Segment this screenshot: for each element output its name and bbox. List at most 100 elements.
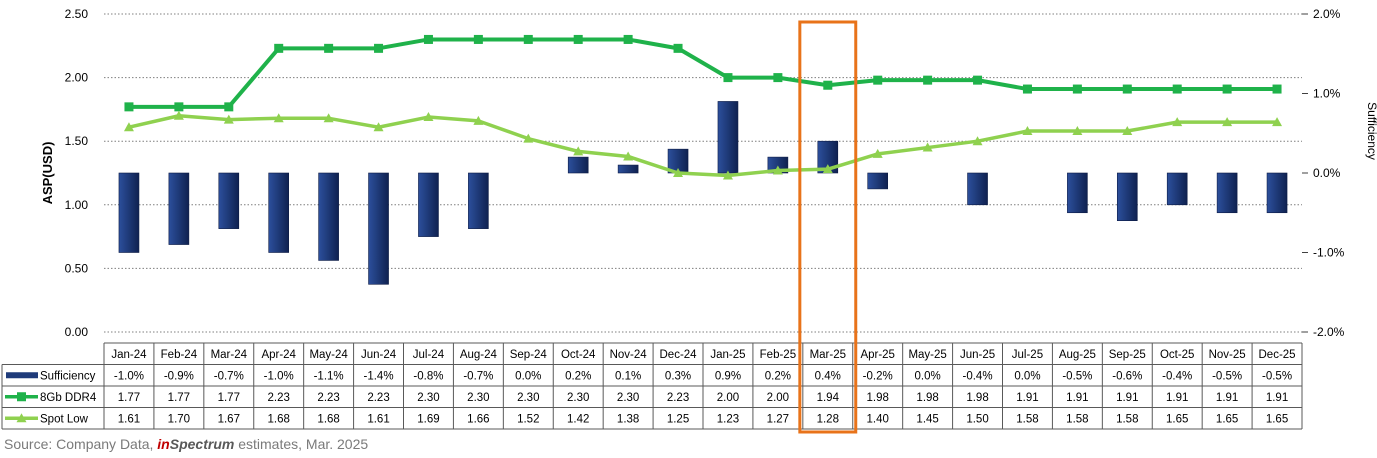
table-cell: 1.52 — [517, 413, 539, 425]
brand-spectrum: Spectrum — [169, 436, 235, 452]
marker-8gb-ddr4 — [423, 34, 433, 44]
table-cell: 1.58 — [1066, 413, 1088, 425]
table-header-cell: Aug-25 — [1059, 349, 1096, 361]
sufficiency-bar — [617, 164, 639, 174]
marker-spot-low — [822, 164, 833, 174]
table-cell: 2.23 — [367, 392, 389, 404]
table-cell: 2.30 — [617, 392, 639, 404]
table-header-cell: Mar-25 — [810, 349, 846, 361]
table-cell: -1.0% — [114, 370, 144, 382]
right-tick-label: -2.0% — [1313, 325, 1345, 339]
table-cell: 1.65 — [1166, 413, 1188, 425]
marker-8gb-ddr4 — [1172, 84, 1182, 94]
table-header-cell: Oct-24 — [561, 349, 596, 361]
marker-spot-low — [273, 113, 284, 123]
table-cell: 1.77 — [118, 392, 140, 404]
table-cell: -0.5% — [1062, 370, 1092, 382]
sufficiency-bars — [118, 101, 1288, 285]
table-cell: -0.4% — [1162, 370, 1192, 382]
sufficiency-bar — [268, 172, 290, 253]
sufficiency-bar — [717, 101, 739, 174]
table-cell: 0.0% — [515, 370, 541, 382]
table-cell: -0.5% — [1262, 370, 1292, 382]
table-cell: 1.58 — [1016, 413, 1038, 425]
table-header-cell: Oct-25 — [1160, 349, 1195, 361]
table-cell: 1.61 — [367, 413, 389, 425]
table-cell: -0.5% — [1212, 370, 1242, 382]
right-tick-label: 0.0% — [1313, 166, 1341, 180]
marker-8gb-ddr4 — [1022, 84, 1032, 94]
marker-8gb-ddr4 — [723, 73, 733, 83]
table-cell: 1.65 — [1216, 413, 1238, 425]
left-tick-label: 0.50 — [65, 261, 89, 275]
table-cell: -0.6% — [1112, 370, 1142, 382]
table-cell: 2.00 — [717, 392, 739, 404]
table-cell: 0.2% — [765, 370, 791, 382]
sufficiency-bar — [418, 172, 439, 237]
brand-in: in — [157, 436, 170, 452]
highlight-box — [798, 20, 858, 434]
table-cell: 1.91 — [1016, 392, 1038, 404]
table-header-cell: Feb-25 — [760, 349, 796, 361]
marker-spot-low — [173, 110, 184, 120]
source-note: Source: Company Data, inSpectrum estimat… — [4, 436, 368, 452]
sufficiency-bar — [468, 172, 489, 229]
table-cell: 1.98 — [916, 392, 938, 404]
table-cell: 1.28 — [817, 413, 839, 425]
price-lines — [123, 34, 1283, 180]
table-header-cell: Dec-25 — [1259, 349, 1296, 361]
sufficiency-bar — [318, 172, 339, 261]
sufficiency-bar — [1067, 172, 1088, 214]
table-cell: -0.2% — [863, 370, 893, 382]
table-header-cell: Apr-25 — [860, 349, 895, 361]
legend-key-bar — [6, 372, 38, 379]
marker-8gb-ddr4 — [174, 102, 184, 112]
table-cell: 2.23 — [268, 392, 290, 404]
marker-8gb-ddr4 — [324, 43, 334, 53]
marker-spot-low — [423, 112, 434, 122]
marker-spot-low — [922, 142, 933, 152]
legend-label: Sufficiency — [40, 370, 96, 382]
source-prefix: Source: Company Data, — [4, 436, 158, 452]
table-cell: 2.23 — [667, 392, 689, 404]
left-axis-ticks: 0.00 0.50 1.00 1.50 2.00 2.50 — [65, 7, 89, 339]
marker-8gb-ddr4 — [374, 43, 384, 53]
left-tick-label: 1.50 — [65, 134, 89, 148]
marker-spot-low — [223, 114, 234, 124]
sufficiency-bar — [168, 172, 190, 245]
marker-spot-low — [772, 165, 783, 175]
table-header-cell: Dec-24 — [660, 349, 698, 361]
table-cell: 0.9% — [715, 370, 741, 382]
sufficiency-bar — [368, 172, 389, 285]
table-cell: 1.94 — [817, 392, 840, 404]
marker-spot-low — [872, 148, 883, 158]
table-cell: 0.1% — [615, 370, 641, 382]
marker-spot-low — [1222, 117, 1233, 127]
table-cell: -0.9% — [164, 370, 194, 382]
table-cell: -1.1% — [314, 370, 344, 382]
table-cell: 1.42 — [567, 413, 589, 425]
table-cell: 1.70 — [168, 413, 190, 425]
right-tick-label: 2.0% — [1313, 7, 1341, 21]
data-table: Jan-24 Feb-24 Mar-24 Apr-24 May-24 Jun-24 Jul-… — [1, 342, 1303, 430]
table-cell: -0.7% — [214, 370, 244, 382]
table-cell: 2.23 — [317, 392, 339, 404]
table-cell: -1.0% — [264, 370, 294, 382]
table-cell: 2.30 — [467, 392, 489, 404]
table-cell: 1.69 — [417, 413, 439, 425]
line-spot-low — [128, 114, 1278, 178]
table-cell: 1.23 — [717, 413, 739, 425]
legend-label: Spot Low — [40, 413, 89, 425]
table-cell: -1.4% — [364, 370, 394, 382]
table-cell: 2.00 — [767, 392, 789, 404]
marker-spot-low — [673, 168, 684, 177]
marker-spot-low — [972, 136, 983, 146]
table-cell: 2.30 — [517, 392, 539, 404]
table-header-cell: Nov-25 — [1209, 349, 1246, 361]
table-cell: 1.68 — [268, 413, 290, 425]
marker-8gb-ddr4 — [773, 73, 783, 83]
marker-spot-low — [1072, 126, 1083, 136]
marker-spot-low — [1022, 126, 1033, 136]
table-cell: 1.40 — [867, 413, 889, 425]
table-cell: 0.4% — [815, 370, 841, 382]
